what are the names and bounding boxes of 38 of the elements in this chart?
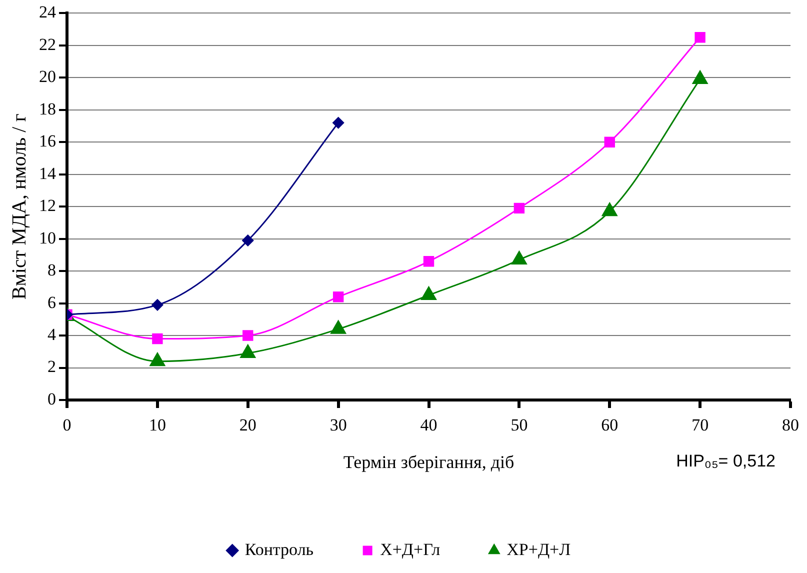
- y-tick-label: 0: [48, 389, 56, 408]
- point: [423, 256, 434, 267]
- point: [152, 333, 163, 344]
- legend-label: ХР+Д+Л: [506, 540, 572, 559]
- point: [694, 32, 706, 43]
- point: [242, 234, 254, 246]
- y-tick-label: 18: [39, 99, 56, 118]
- y-tick-label: 10: [39, 228, 56, 248]
- legend-label: Контроль: [244, 540, 314, 559]
- text: НІР₀₅= 0,512: [676, 452, 776, 471]
- point: [242, 330, 254, 341]
- x-tick-label: 30: [330, 416, 347, 435]
- x-tick-label: 10: [148, 416, 166, 435]
- x-tick-label: 0: [62, 416, 72, 435]
- x-tick-label: 50: [510, 416, 528, 435]
- point: [332, 292, 344, 302]
- y-tick-label: 6: [48, 292, 56, 312]
- y-tick-label: 8: [48, 260, 56, 280]
- x-tick-label: 60: [601, 416, 618, 435]
- x-tick-label: 70: [692, 416, 709, 435]
- y-tick-label: 22: [39, 34, 56, 54]
- point: [514, 202, 525, 214]
- y-tick-label: 2: [48, 357, 56, 376]
- x-axis-title: Термін зберігання, діб: [343, 452, 514, 472]
- y-tick-label: 14: [39, 164, 56, 183]
- y-tick-label: 20: [39, 67, 56, 86]
- y-tick-label: 4: [48, 325, 56, 344]
- y-axis-title: Вміст МДА, нмоль / г: [8, 114, 30, 300]
- x-tick-label: 20: [239, 416, 256, 435]
- x-tick-label: 80: [782, 416, 799, 435]
- y-tick-label: 12: [39, 196, 56, 216]
- y-tick-label: 16: [39, 132, 56, 151]
- x-tick-label: 40: [420, 416, 438, 435]
- point: [604, 136, 615, 148]
- y-tick-label: 24: [39, 2, 56, 22]
- point: [332, 117, 344, 129]
- point: [152, 299, 164, 311]
- legend-label: Х+Д+Гл: [380, 540, 441, 559]
